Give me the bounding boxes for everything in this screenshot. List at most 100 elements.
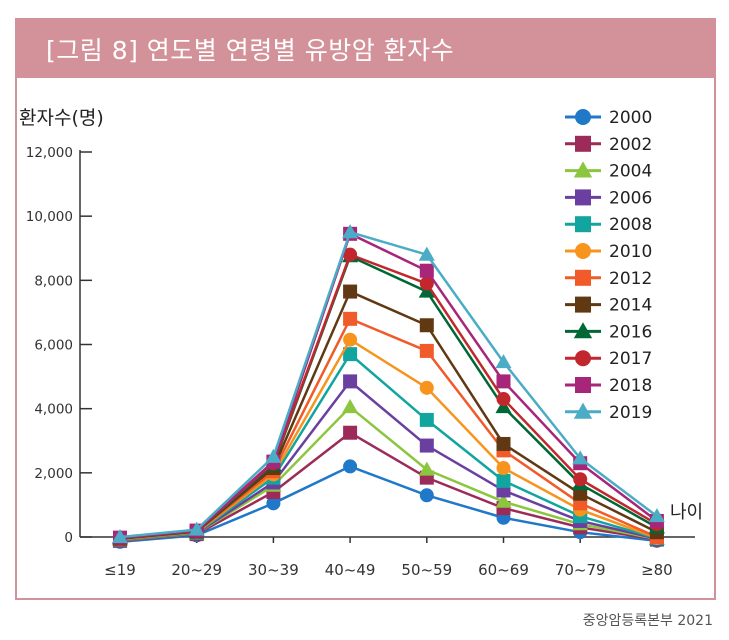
- data-point-2019: [342, 224, 359, 239]
- chart-frame: [그림 8] 연도별 연령별 유방암 환자수: [15, 18, 716, 600]
- chart-title: [그림 8] 연도별 연령별 유방암 환자수: [46, 36, 455, 65]
- x-axis-label: 나이: [670, 502, 703, 523]
- y-tick-label: 2,000: [34, 466, 73, 482]
- data-point-2018: [419, 263, 434, 278]
- data-point-2000: [419, 488, 434, 503]
- legend-item-2012: 2012: [565, 269, 652, 289]
- data-point-2017: [496, 392, 511, 407]
- legend-marker: [575, 377, 591, 393]
- y-tick-label: 4,000: [34, 402, 73, 418]
- data-point-2012: [419, 343, 434, 358]
- data-point-2008: [419, 412, 434, 427]
- data-point-2017: [343, 247, 358, 262]
- legend-item-2019: 2019: [565, 402, 652, 423]
- legend-label: 2008: [609, 215, 652, 235]
- data-point-2012: [343, 311, 358, 326]
- y-tick-label: 10,000: [26, 209, 73, 225]
- legend-item-2002: 2002: [565, 135, 652, 155]
- series-line-2002: [119, 431, 658, 543]
- legend-item-2010: 2010: [565, 242, 652, 262]
- legend-marker: [575, 135, 591, 152]
- legend-label: 2018: [609, 376, 652, 396]
- legend-item-2008: 2008: [565, 215, 652, 235]
- legend-label: 2016: [609, 322, 652, 342]
- x-tick-label: 30~39: [248, 561, 299, 579]
- series-layer: [111, 224, 665, 549]
- y-axis-label: 환자수(명): [19, 107, 104, 129]
- title-bar: [그림 8] 연도별 연령별 유방암 환자수: [17, 20, 714, 78]
- legend-marker: [573, 161, 593, 178]
- legend-marker: [575, 243, 591, 259]
- series-2019: [111, 224, 665, 544]
- legend-item-2018: 2018: [565, 376, 652, 396]
- legend-label: 2000: [609, 108, 652, 128]
- data-point-2000: [343, 459, 358, 474]
- data-point-2019: [111, 528, 129, 544]
- legend-label: 2004: [609, 162, 652, 182]
- series-line-2000: [119, 465, 658, 544]
- data-point-2019: [188, 521, 205, 536]
- legend-item-2016: 2016: [565, 322, 652, 342]
- x-tick-label: 70~79: [555, 561, 606, 579]
- legend-item-2000: 2000: [565, 108, 652, 128]
- y-tick-label: 8,000: [34, 273, 73, 289]
- x-tick-label: 50~59: [401, 561, 452, 579]
- data-point-2002: [343, 425, 358, 440]
- legend-item-2014: 2014: [565, 296, 652, 316]
- data-point-2018: [496, 374, 511, 389]
- data-point-2008: [496, 473, 511, 488]
- data-point-2016: [418, 283, 435, 298]
- legend-marker: [573, 322, 593, 339]
- data-point-2010: [496, 461, 511, 476]
- data-point-2017: [419, 276, 434, 291]
- legend-marker: [575, 109, 591, 125]
- data-point-2000: [266, 496, 281, 511]
- data-point-2014: [496, 436, 511, 451]
- data-point-2014: [419, 318, 434, 333]
- legend-marker: [573, 402, 593, 419]
- legend-label: 2012: [609, 269, 652, 289]
- legend-label: 2010: [609, 242, 652, 262]
- legend-item-2004: 2004: [565, 161, 652, 182]
- legend-label: 2014: [609, 296, 652, 316]
- series-line-2019: [119, 230, 658, 539]
- legend-marker: [575, 269, 591, 286]
- axes: 0 2,000 4,000 6,000 8,000 10,000 12,000 ≤19 20~2…: [26, 145, 703, 579]
- data-point-2014: [573, 486, 588, 501]
- y-tick-label: 6,000: [34, 338, 73, 354]
- legend-marker: [575, 296, 591, 313]
- data-point-2010: [343, 332, 358, 347]
- legend-marker: [575, 189, 591, 206]
- x-tick-label: ≤19: [104, 561, 136, 579]
- legend-label: 2002: [609, 135, 652, 155]
- data-point-2019: [572, 450, 589, 465]
- data-point-2008: [343, 347, 358, 362]
- data-point-2014: [343, 284, 358, 299]
- data-point-2019: [265, 448, 282, 463]
- legend-label: 2017: [609, 349, 652, 369]
- legend-label: 2019: [609, 403, 652, 423]
- legend: 2000 2002 2004 2006 2008 2010 2012 2014 2016 2017…: [565, 108, 652, 423]
- data-point-2019: [495, 354, 512, 369]
- data-point-2019: [418, 246, 435, 261]
- data-point-2010: [419, 380, 434, 395]
- data-point-2017: [573, 472, 588, 487]
- source-note: 중앙암등록본부 2021: [582, 613, 713, 629]
- x-tick-label: 20~29: [171, 561, 222, 579]
- y-tick-label: 0: [64, 530, 73, 546]
- x-tick-label: ≥80: [641, 561, 673, 579]
- data-point-2006: [419, 438, 434, 453]
- data-point-2004: [495, 493, 512, 508]
- y-tick-label: 12,000: [26, 145, 73, 161]
- legend-marker: [575, 350, 591, 367]
- legend-label: 2006: [609, 188, 652, 208]
- legend-item-2006: 2006: [565, 188, 652, 208]
- legend-marker: [575, 216, 591, 233]
- data-point-2004: [342, 399, 359, 414]
- data-point-2006: [343, 374, 358, 389]
- legend-item-2017: 2017: [565, 349, 652, 369]
- data-point-2016: [495, 399, 512, 414]
- x-tick-label: 40~49: [325, 561, 376, 579]
- data-point-2019: [648, 508, 665, 523]
